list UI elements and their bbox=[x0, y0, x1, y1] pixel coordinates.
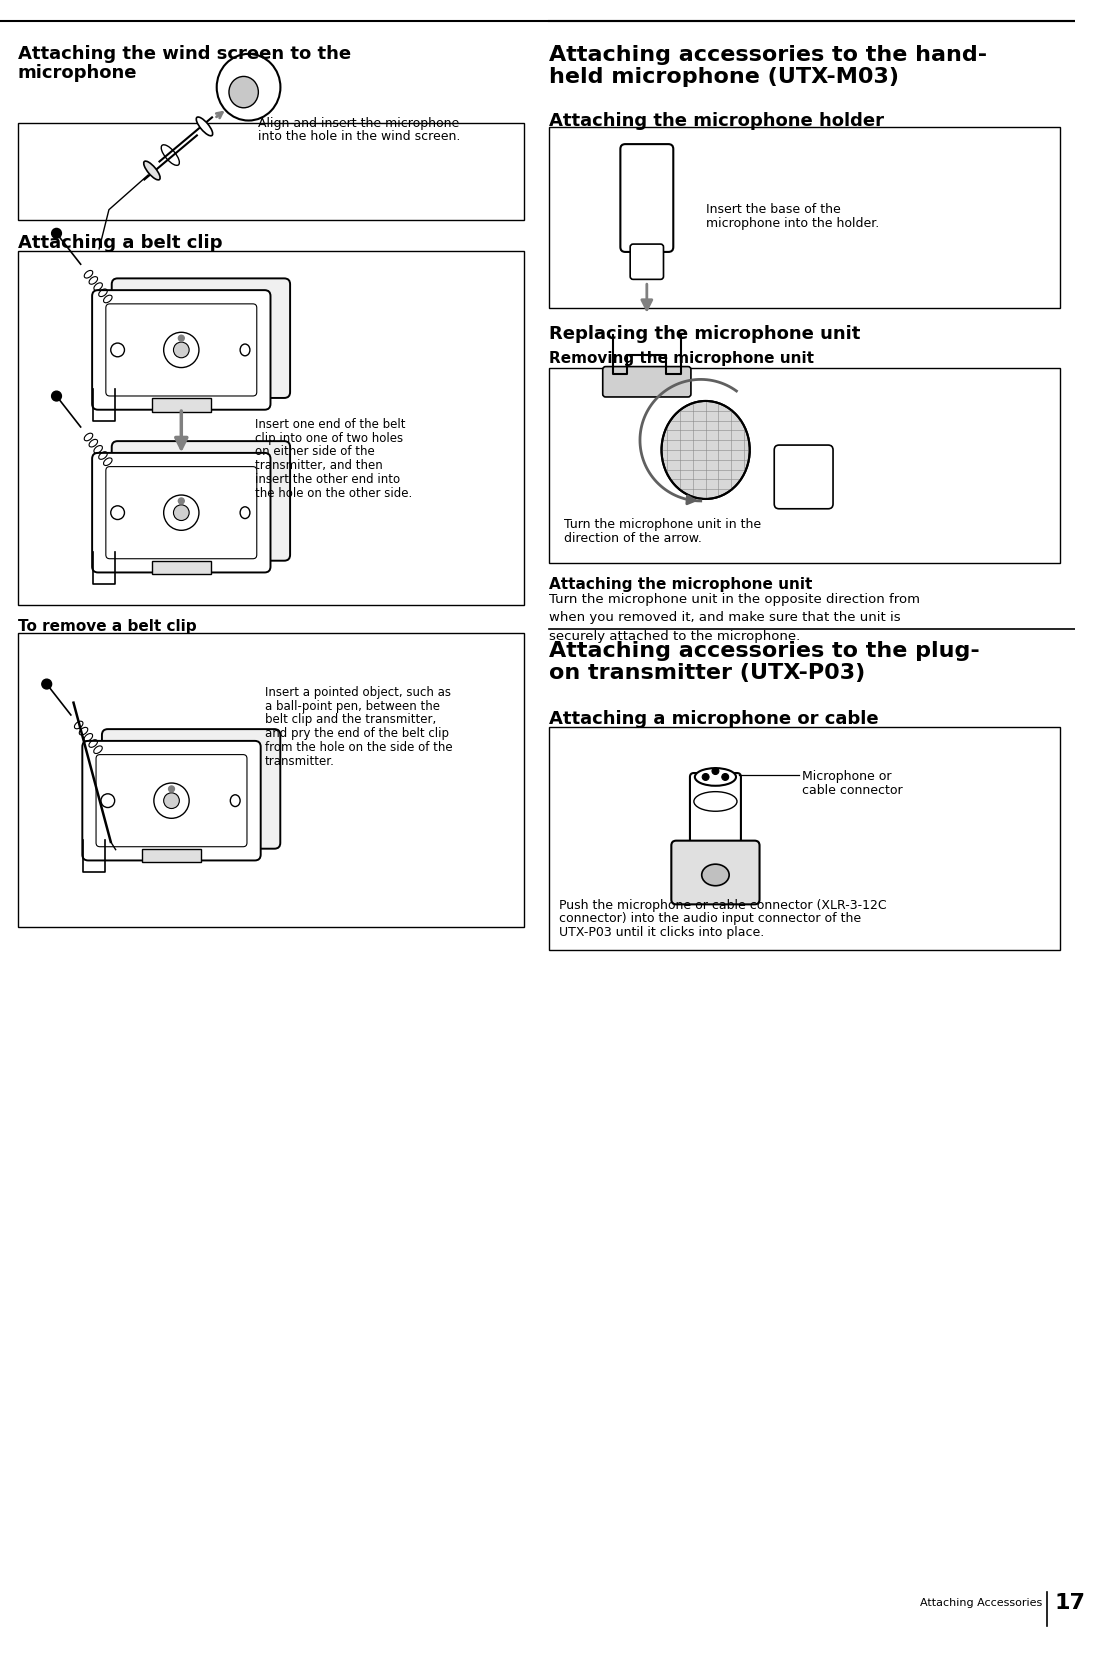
Circle shape bbox=[173, 342, 189, 358]
FancyBboxPatch shape bbox=[92, 453, 271, 572]
Circle shape bbox=[42, 678, 52, 688]
Bar bbox=[548, 727, 1061, 950]
Text: Attaching a microphone or cable: Attaching a microphone or cable bbox=[548, 710, 879, 727]
Text: Attaching the microphone holder: Attaching the microphone holder bbox=[548, 112, 884, 130]
Text: belt clip and the transmitter,: belt clip and the transmitter, bbox=[264, 713, 436, 727]
Text: UTX-P03 until it clicks into place.: UTX-P03 until it clicks into place. bbox=[558, 927, 764, 939]
Text: 17: 17 bbox=[1054, 1594, 1086, 1614]
Text: on either side of the: on either side of the bbox=[255, 445, 374, 458]
Ellipse shape bbox=[101, 793, 115, 807]
Text: Attaching accessories to the hand-: Attaching accessories to the hand- bbox=[548, 45, 987, 65]
Ellipse shape bbox=[229, 77, 259, 108]
Ellipse shape bbox=[144, 162, 160, 180]
Text: Insert the base of the: Insert the base of the bbox=[705, 203, 840, 217]
Circle shape bbox=[154, 783, 189, 818]
Text: cable connector: cable connector bbox=[802, 783, 903, 797]
Bar bbox=[143, 849, 201, 862]
Ellipse shape bbox=[230, 795, 240, 807]
FancyBboxPatch shape bbox=[102, 728, 281, 849]
Text: Turn the microphone unit in the opposite direction from
when you removed it, and: Turn the microphone unit in the opposite… bbox=[548, 593, 919, 643]
Bar bbox=[18, 250, 524, 605]
Ellipse shape bbox=[661, 402, 749, 498]
Bar bbox=[18, 633, 524, 927]
Circle shape bbox=[179, 335, 184, 342]
Ellipse shape bbox=[217, 53, 281, 120]
Circle shape bbox=[702, 773, 709, 780]
FancyBboxPatch shape bbox=[602, 367, 691, 397]
Bar bbox=[151, 398, 211, 412]
Circle shape bbox=[179, 498, 184, 503]
Text: Attaching the wind screen to the: Attaching the wind screen to the bbox=[18, 45, 351, 63]
Text: Attaching Accessories: Attaching Accessories bbox=[919, 1599, 1042, 1609]
FancyBboxPatch shape bbox=[92, 290, 271, 410]
Text: clip into one of two holes: clip into one of two holes bbox=[255, 432, 403, 445]
Text: held microphone (UTX-M03): held microphone (UTX-M03) bbox=[548, 67, 898, 87]
Circle shape bbox=[173, 505, 189, 520]
Bar bbox=[548, 127, 1061, 308]
Circle shape bbox=[52, 392, 61, 402]
Text: transmitter.: transmitter. bbox=[264, 755, 335, 767]
Text: Replacing the microphone unit: Replacing the microphone unit bbox=[548, 325, 860, 343]
Ellipse shape bbox=[694, 768, 736, 785]
Text: Microphone or: Microphone or bbox=[802, 770, 891, 783]
Ellipse shape bbox=[240, 343, 250, 355]
Text: the hole on the other side.: the hole on the other side. bbox=[255, 487, 412, 500]
Text: direction of the arrow.: direction of the arrow. bbox=[564, 532, 701, 545]
FancyBboxPatch shape bbox=[621, 143, 674, 252]
Ellipse shape bbox=[196, 117, 213, 135]
Text: Push the microphone or cable connector (XLR-3-12C: Push the microphone or cable connector (… bbox=[558, 899, 886, 912]
Bar bbox=[151, 560, 211, 575]
Text: on transmitter (UTX-P03): on transmitter (UTX-P03) bbox=[548, 663, 866, 683]
Circle shape bbox=[722, 773, 728, 780]
Text: microphone: microphone bbox=[18, 63, 137, 82]
Circle shape bbox=[169, 785, 174, 792]
Circle shape bbox=[163, 495, 199, 530]
Ellipse shape bbox=[111, 343, 124, 357]
FancyBboxPatch shape bbox=[774, 445, 833, 508]
FancyBboxPatch shape bbox=[671, 840, 759, 905]
Text: Insert one end of the belt: Insert one end of the belt bbox=[255, 418, 405, 432]
Text: Attaching a belt clip: Attaching a belt clip bbox=[18, 233, 222, 252]
Text: connector) into the audio input connector of the: connector) into the audio input connecto… bbox=[558, 912, 861, 925]
Text: Turn the microphone unit in the: Turn the microphone unit in the bbox=[564, 518, 760, 532]
Circle shape bbox=[163, 793, 179, 808]
Text: and pry the end of the belt clip: and pry the end of the belt clip bbox=[264, 727, 449, 740]
Circle shape bbox=[712, 767, 719, 775]
FancyBboxPatch shape bbox=[112, 442, 290, 560]
Text: a ball-point pen, between the: a ball-point pen, between the bbox=[264, 700, 440, 713]
FancyBboxPatch shape bbox=[690, 773, 740, 845]
Text: Align and insert the microphone: Align and insert the microphone bbox=[259, 117, 460, 130]
Text: Attaching the microphone unit: Attaching the microphone unit bbox=[548, 577, 812, 592]
Ellipse shape bbox=[111, 505, 124, 520]
Bar bbox=[548, 368, 1061, 562]
Text: transmitter, and then: transmitter, and then bbox=[255, 458, 383, 472]
FancyBboxPatch shape bbox=[82, 740, 261, 860]
FancyBboxPatch shape bbox=[630, 243, 664, 280]
Text: from the hole on the side of the: from the hole on the side of the bbox=[264, 740, 452, 753]
Text: Attaching accessories to the plug-: Attaching accessories to the plug- bbox=[548, 640, 980, 660]
FancyBboxPatch shape bbox=[112, 278, 290, 398]
Text: Removing the microphone unit: Removing the microphone unit bbox=[548, 350, 814, 365]
Bar bbox=[18, 123, 524, 220]
Text: Insert a pointed object, such as: Insert a pointed object, such as bbox=[264, 687, 451, 698]
Circle shape bbox=[163, 332, 199, 367]
Ellipse shape bbox=[240, 507, 250, 518]
Text: microphone into the holder.: microphone into the holder. bbox=[705, 217, 879, 230]
Text: To remove a belt clip: To remove a belt clip bbox=[18, 620, 196, 635]
Text: insert the other end into: insert the other end into bbox=[255, 473, 400, 485]
Ellipse shape bbox=[702, 864, 730, 885]
Text: into the hole in the wind screen.: into the hole in the wind screen. bbox=[259, 130, 461, 143]
Circle shape bbox=[52, 228, 61, 238]
